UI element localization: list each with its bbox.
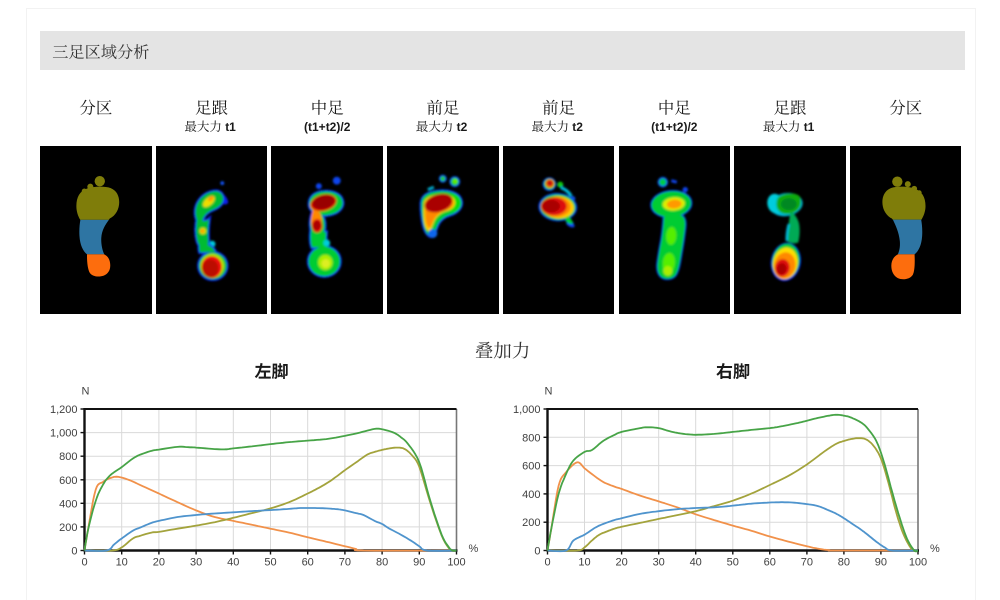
svg-text:30: 30 [190,557,202,569]
svg-text:50: 50 [264,557,276,569]
svg-text:1,000: 1,000 [50,428,78,440]
svg-text:0: 0 [71,546,77,558]
svg-text:80: 80 [376,557,388,569]
svg-text:N: N [545,386,553,398]
svg-text:0: 0 [81,557,87,569]
svg-text:100: 100 [447,557,465,569]
svg-text:200: 200 [522,517,540,529]
svg-text:t2: t2 [457,120,468,134]
svg-text:40: 40 [227,557,239,569]
svg-text:%: % [930,543,940,555]
svg-text:10: 10 [578,557,590,569]
svg-text:%: % [469,543,479,555]
svg-text:t1: t1 [804,120,815,134]
svg-text:1,200: 1,200 [50,404,78,416]
svg-text:(t1+t2)/2: (t1+t2)/2 [304,120,351,134]
svg-text:400: 400 [59,498,77,510]
svg-text:800: 800 [522,432,540,444]
svg-text:N: N [82,386,90,398]
svg-text:600: 600 [522,461,540,473]
svg-text:90: 90 [875,557,887,569]
svg-text:70: 70 [801,557,813,569]
svg-text:600: 600 [59,475,77,487]
svg-text:t2: t2 [572,120,583,134]
svg-text:100: 100 [909,557,927,569]
svg-text:50: 50 [727,557,739,569]
svg-text:90: 90 [413,557,425,569]
svg-text:40: 40 [690,557,702,569]
svg-text:400: 400 [522,489,540,501]
svg-text:20: 20 [615,557,627,569]
svg-text:200: 200 [59,522,77,534]
svg-text:80: 80 [838,557,850,569]
svg-text:60: 60 [302,557,314,569]
svg-text:0: 0 [544,557,550,569]
svg-text:70: 70 [339,557,351,569]
svg-text:t1: t1 [225,120,236,134]
svg-text:20: 20 [153,557,165,569]
svg-text:10: 10 [116,557,128,569]
svg-text:1,000: 1,000 [513,404,541,416]
svg-text:800: 800 [59,451,77,463]
svg-text:30: 30 [653,557,665,569]
svg-text:60: 60 [764,557,776,569]
svg-text:0: 0 [534,546,540,558]
svg-text:(t1+t2)/2: (t1+t2)/2 [651,120,698,134]
